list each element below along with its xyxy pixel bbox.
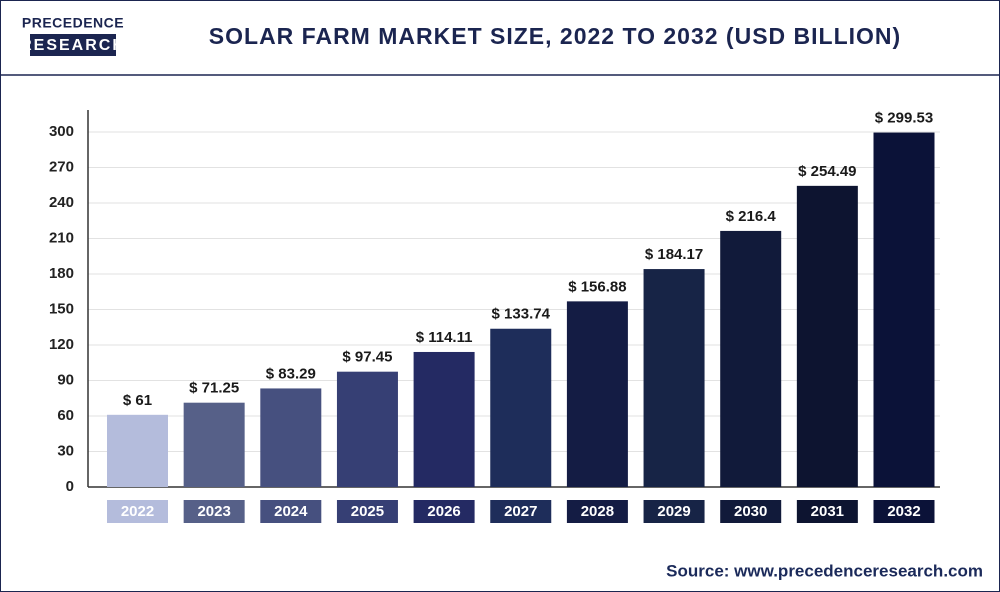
value-label: $ 97.45 <box>342 349 392 366</box>
x-tick-label: 2024 <box>274 503 308 520</box>
y-tick-label: 60 <box>57 407 74 424</box>
bar <box>336 371 398 487</box>
y-tick-label: 300 <box>49 123 74 140</box>
category-box <box>720 500 782 523</box>
value-label: $ 71.25 <box>189 380 239 397</box>
x-tick-label: 2028 <box>581 503 614 520</box>
x-tick-label: 2023 <box>197 503 230 520</box>
x-tick-label: 2031 <box>811 503 844 520</box>
value-label: $ 156.88 <box>568 278 626 295</box>
y-tick-label: 90 <box>57 371 74 388</box>
bar <box>183 402 245 487</box>
bar <box>643 269 705 487</box>
value-label: $ 114.11 <box>416 329 473 346</box>
value-label: $ 216.4 <box>726 208 777 225</box>
category-box <box>107 500 168 523</box>
value-label: $ 254.49 <box>798 163 856 180</box>
value-label: $ 133.74 <box>492 306 551 323</box>
category-box <box>643 500 705 523</box>
category-box <box>183 500 245 523</box>
x-tick-label: 2029 <box>657 503 690 520</box>
source: Source: www.precedenceresearch.com <box>666 561 983 580</box>
logo-line1: PRECEDENCE <box>22 15 124 31</box>
bar <box>873 132 935 488</box>
y-tick-label: 210 <box>49 229 74 246</box>
bar <box>107 414 168 487</box>
y-tick-label: 180 <box>49 265 74 282</box>
value-label: $ 83.29 <box>266 365 316 382</box>
y-tick-label: 240 <box>49 194 74 211</box>
value-label: $ 61 <box>123 392 152 409</box>
category-box <box>490 500 552 523</box>
category-box <box>873 500 935 523</box>
logo-band <box>30 34 116 56</box>
bar <box>796 185 858 487</box>
bar <box>413 351 475 487</box>
y-tick-label: 0 <box>66 478 74 495</box>
x-tick-label: 2022 <box>121 503 154 520</box>
bar <box>260 388 322 487</box>
category-box <box>796 500 858 523</box>
y-tick-label: 150 <box>49 300 74 317</box>
value-label: $ 184.17 <box>645 246 703 263</box>
y-tick-label: 30 <box>57 442 74 459</box>
bar <box>720 230 782 487</box>
logo-line2: RESEARCH <box>20 37 126 54</box>
category-box <box>566 500 628 523</box>
y-tick-label: 120 <box>49 336 74 353</box>
x-tick-label: 2026 <box>427 503 460 520</box>
x-tick-label: 2030 <box>734 503 767 520</box>
bar <box>490 328 552 487</box>
category-box <box>336 500 398 523</box>
x-tick-label: 2032 <box>887 503 920 520</box>
chart-title: SOLAR FARM MARKET SIZE, 2022 TO 2032 (US… <box>209 23 901 49</box>
bar <box>566 301 628 487</box>
x-tick-label: 2027 <box>504 503 537 520</box>
x-tick-label: 2025 <box>351 503 384 520</box>
y-tick-label: 270 <box>49 158 74 175</box>
value-label: $ 299.53 <box>875 110 933 127</box>
category-box <box>413 500 475 523</box>
category-box <box>260 500 322 523</box>
